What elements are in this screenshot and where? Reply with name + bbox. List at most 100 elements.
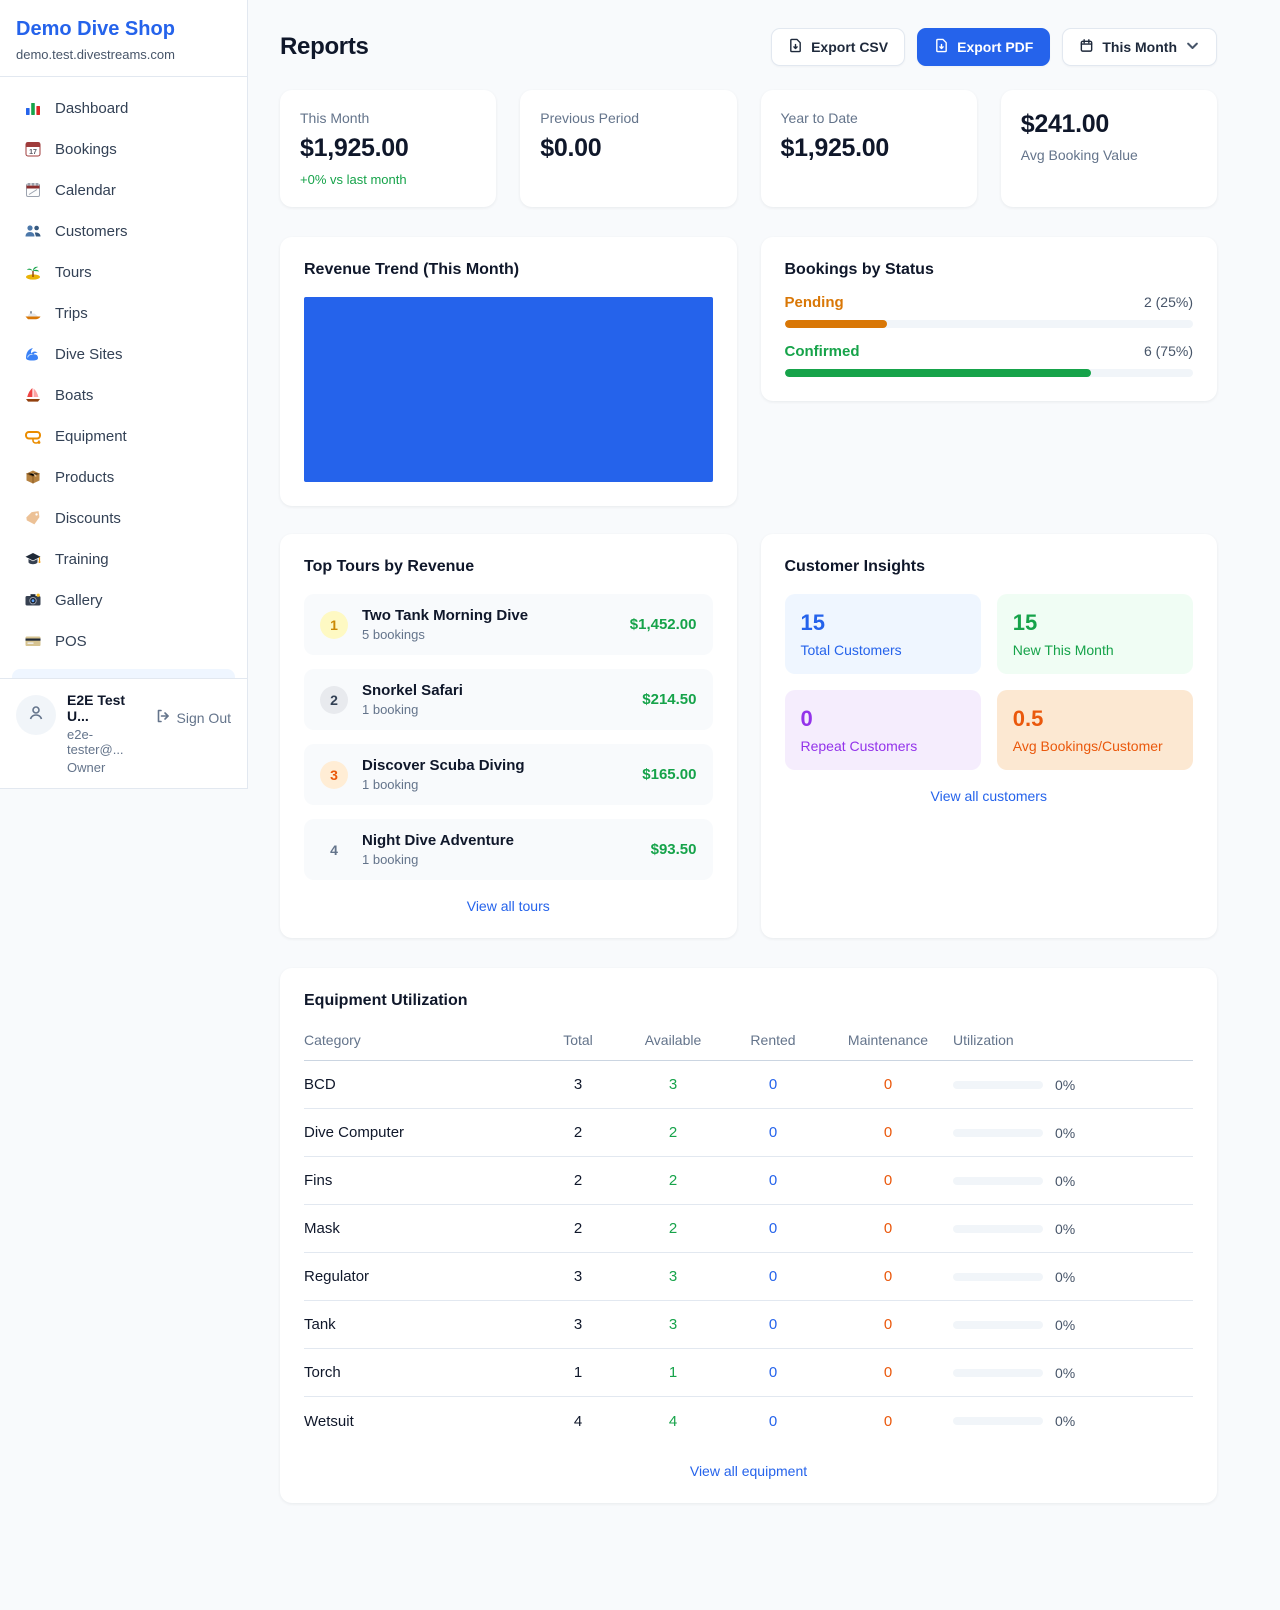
graduation-cap-icon — [24, 550, 42, 568]
top-tours-title: Top Tours by Revenue — [304, 558, 475, 575]
tour-bookings: 1 booking — [362, 702, 419, 717]
equipment-available: 2 — [668, 1124, 678, 1141]
page-header: Reports Export CSV Export — [280, 28, 1217, 66]
stat-card-previous-period: Previous Period $0.00 — [520, 90, 737, 207]
column-header-maintenance: Maintenance — [847, 1032, 929, 1048]
equipment-category: Regulator — [304, 1268, 370, 1285]
column-header-rented: Rented — [750, 1032, 796, 1048]
island-icon — [24, 263, 42, 281]
equipment-row-mask: Mask 2 2 0 0 0% — [304, 1205, 1193, 1253]
sidebar-item-dashboard[interactable]: Dashboard — [12, 91, 235, 125]
sidebar-item-pos[interactable]: POS — [12, 624, 235, 658]
equipment-row-regulator: Regulator 3 3 0 0 0% — [304, 1253, 1193, 1301]
file-download-icon — [788, 38, 803, 56]
status-count: 2 (25%) — [1143, 294, 1193, 310]
insight-label: Avg Bookings/Customer — [1012, 738, 1163, 754]
equipment-utilization-title: Equipment Utilization — [304, 992, 468, 1009]
sidebar-item-bookings[interactable]: 17 Bookings — [12, 132, 235, 166]
column-header-utilization: Utilization — [953, 1032, 1014, 1048]
tour-row-discover-scuba-diving: 3 Discover Scuba Diving 1 booking $165.00 — [304, 744, 713, 805]
equipment-available: 2 — [668, 1220, 678, 1237]
view-all-equipment-link[interactable]: View all equipment — [689, 1463, 808, 1479]
rank-badge: 4 — [330, 841, 338, 858]
utilization-percent: 0% — [1055, 1076, 1076, 1093]
equipment-total: 1 — [573, 1364, 583, 1381]
diving-mask-icon — [24, 427, 42, 445]
sidebar-item-products[interactable]: Products — [12, 460, 235, 494]
stat-delta: +0% vs last month — [300, 172, 407, 187]
sign-out-button[interactable]: Sign Out — [155, 708, 231, 727]
sidebar-item-dive-sites[interactable]: Dive Sites — [12, 337, 235, 371]
export-csv-button[interactable]: Export CSV — [771, 28, 906, 66]
utilization-bar-track — [953, 1320, 1043, 1329]
stat-value: $0.00 — [540, 134, 602, 162]
bar-chart-icon — [24, 99, 42, 117]
tour-bookings: 5 bookings — [362, 627, 425, 642]
utilization-bar-track — [953, 1080, 1043, 1089]
sidebar-item-boats[interactable]: Boats — [12, 378, 235, 412]
rank-badge: 3 — [320, 760, 348, 789]
tour-name: Two Tank Morning Dive — [362, 607, 529, 624]
page-title: Reports — [280, 33, 369, 60]
equipment-category: Torch — [304, 1364, 341, 1381]
equipment-maintenance: 0 — [883, 1172, 893, 1189]
status-label: Confirmed — [784, 343, 860, 360]
utilization-percent: 0% — [1055, 1268, 1076, 1285]
sidebar-item-calendar[interactable]: Calendar — [12, 173, 235, 207]
view-all-tours-link[interactable]: View all tours — [466, 898, 550, 914]
equipment-available: 3 — [668, 1268, 678, 1285]
insight-label: Total Customers — [800, 642, 902, 658]
insight-tile-repeat-customers: 0 Repeat Customers — [784, 690, 981, 770]
tour-revenue: $214.50 — [642, 691, 697, 708]
period-dropdown[interactable]: This Month — [1062, 28, 1217, 66]
equipment-row-bcd: BCD 3 3 0 0 0% — [304, 1061, 1193, 1109]
sidebar: Demo Dive Shop demo.test.divestreams.com… — [0, 0, 248, 789]
equipment-total: 2 — [573, 1172, 583, 1189]
sidebar-item-label: Gallery — [55, 591, 103, 609]
tour-name: Snorkel Safari — [362, 682, 463, 699]
revenue-trend-card: Revenue Trend (This Month) — [280, 237, 737, 506]
sidebar-item-equipment[interactable]: Equipment — [12, 419, 235, 453]
stat-value: $241.00 — [1020, 110, 1110, 138]
equipment-available: 1 — [668, 1364, 678, 1381]
equipment-rented: 0 — [768, 1364, 778, 1381]
sidebar-item-label: Tours — [55, 263, 92, 281]
calendar-icon — [1079, 38, 1094, 56]
customer-insights-title: Customer Insights — [784, 558, 925, 575]
sidebar-item-reports-highlight[interactable] — [12, 669, 235, 678]
sidebar-nav: Dashboard 17 Bookings Calendar Customers Tour… — [0, 77, 247, 669]
utilization-percent: 0% — [1055, 1220, 1076, 1237]
view-all-customers-link[interactable]: View all customers — [930, 788, 1047, 804]
speedboat-icon — [24, 304, 42, 322]
column-header-total: Total — [563, 1032, 593, 1048]
stat-label: Previous Period — [540, 110, 640, 126]
tour-revenue: $93.50 — [650, 841, 697, 858]
equipment-rented: 0 — [768, 1268, 778, 1285]
status-list: Pending 2 (25%) Confirmed 6 (75%) — [784, 294, 1193, 377]
equipment-total: 2 — [573, 1220, 583, 1237]
sidebar-item-discounts[interactable]: Discounts — [12, 501, 235, 535]
export-csv-label: Export CSV — [811, 39, 889, 55]
sidebar-item-gallery[interactable]: Gallery — [12, 583, 235, 617]
person-icon — [26, 703, 46, 728]
file-download-icon — [934, 38, 949, 56]
equipment-maintenance: 0 — [883, 1124, 893, 1141]
user-name: E2E Test U... — [67, 692, 126, 724]
sidebar-item-customers[interactable]: Customers — [12, 214, 235, 248]
sidebar-item-tours[interactable]: Tours — [12, 255, 235, 289]
tour-revenue: $1,452.00 — [629, 616, 697, 633]
export-pdf-button[interactable]: Export PDF — [917, 28, 1051, 66]
equipment-rented: 0 — [768, 1172, 778, 1189]
sidebar-item-trips[interactable]: Trips — [12, 296, 235, 330]
sailboat-icon — [24, 386, 42, 404]
equipment-rented: 0 — [768, 1220, 778, 1237]
sidebar-item-label: Dashboard — [55, 99, 129, 117]
sidebar-item-training[interactable]: Training — [12, 542, 235, 576]
tag-icon — [24, 509, 42, 527]
sign-out-icon — [155, 708, 171, 727]
equipment-category: Fins — [304, 1172, 333, 1189]
tour-name: Night Dive Adventure — [362, 832, 514, 849]
tour-revenue: $165.00 — [642, 766, 697, 783]
sidebar-item-label: Discounts — [55, 509, 121, 527]
equipment-row-dive-computer: Dive Computer 2 2 0 0 0% — [304, 1109, 1193, 1157]
